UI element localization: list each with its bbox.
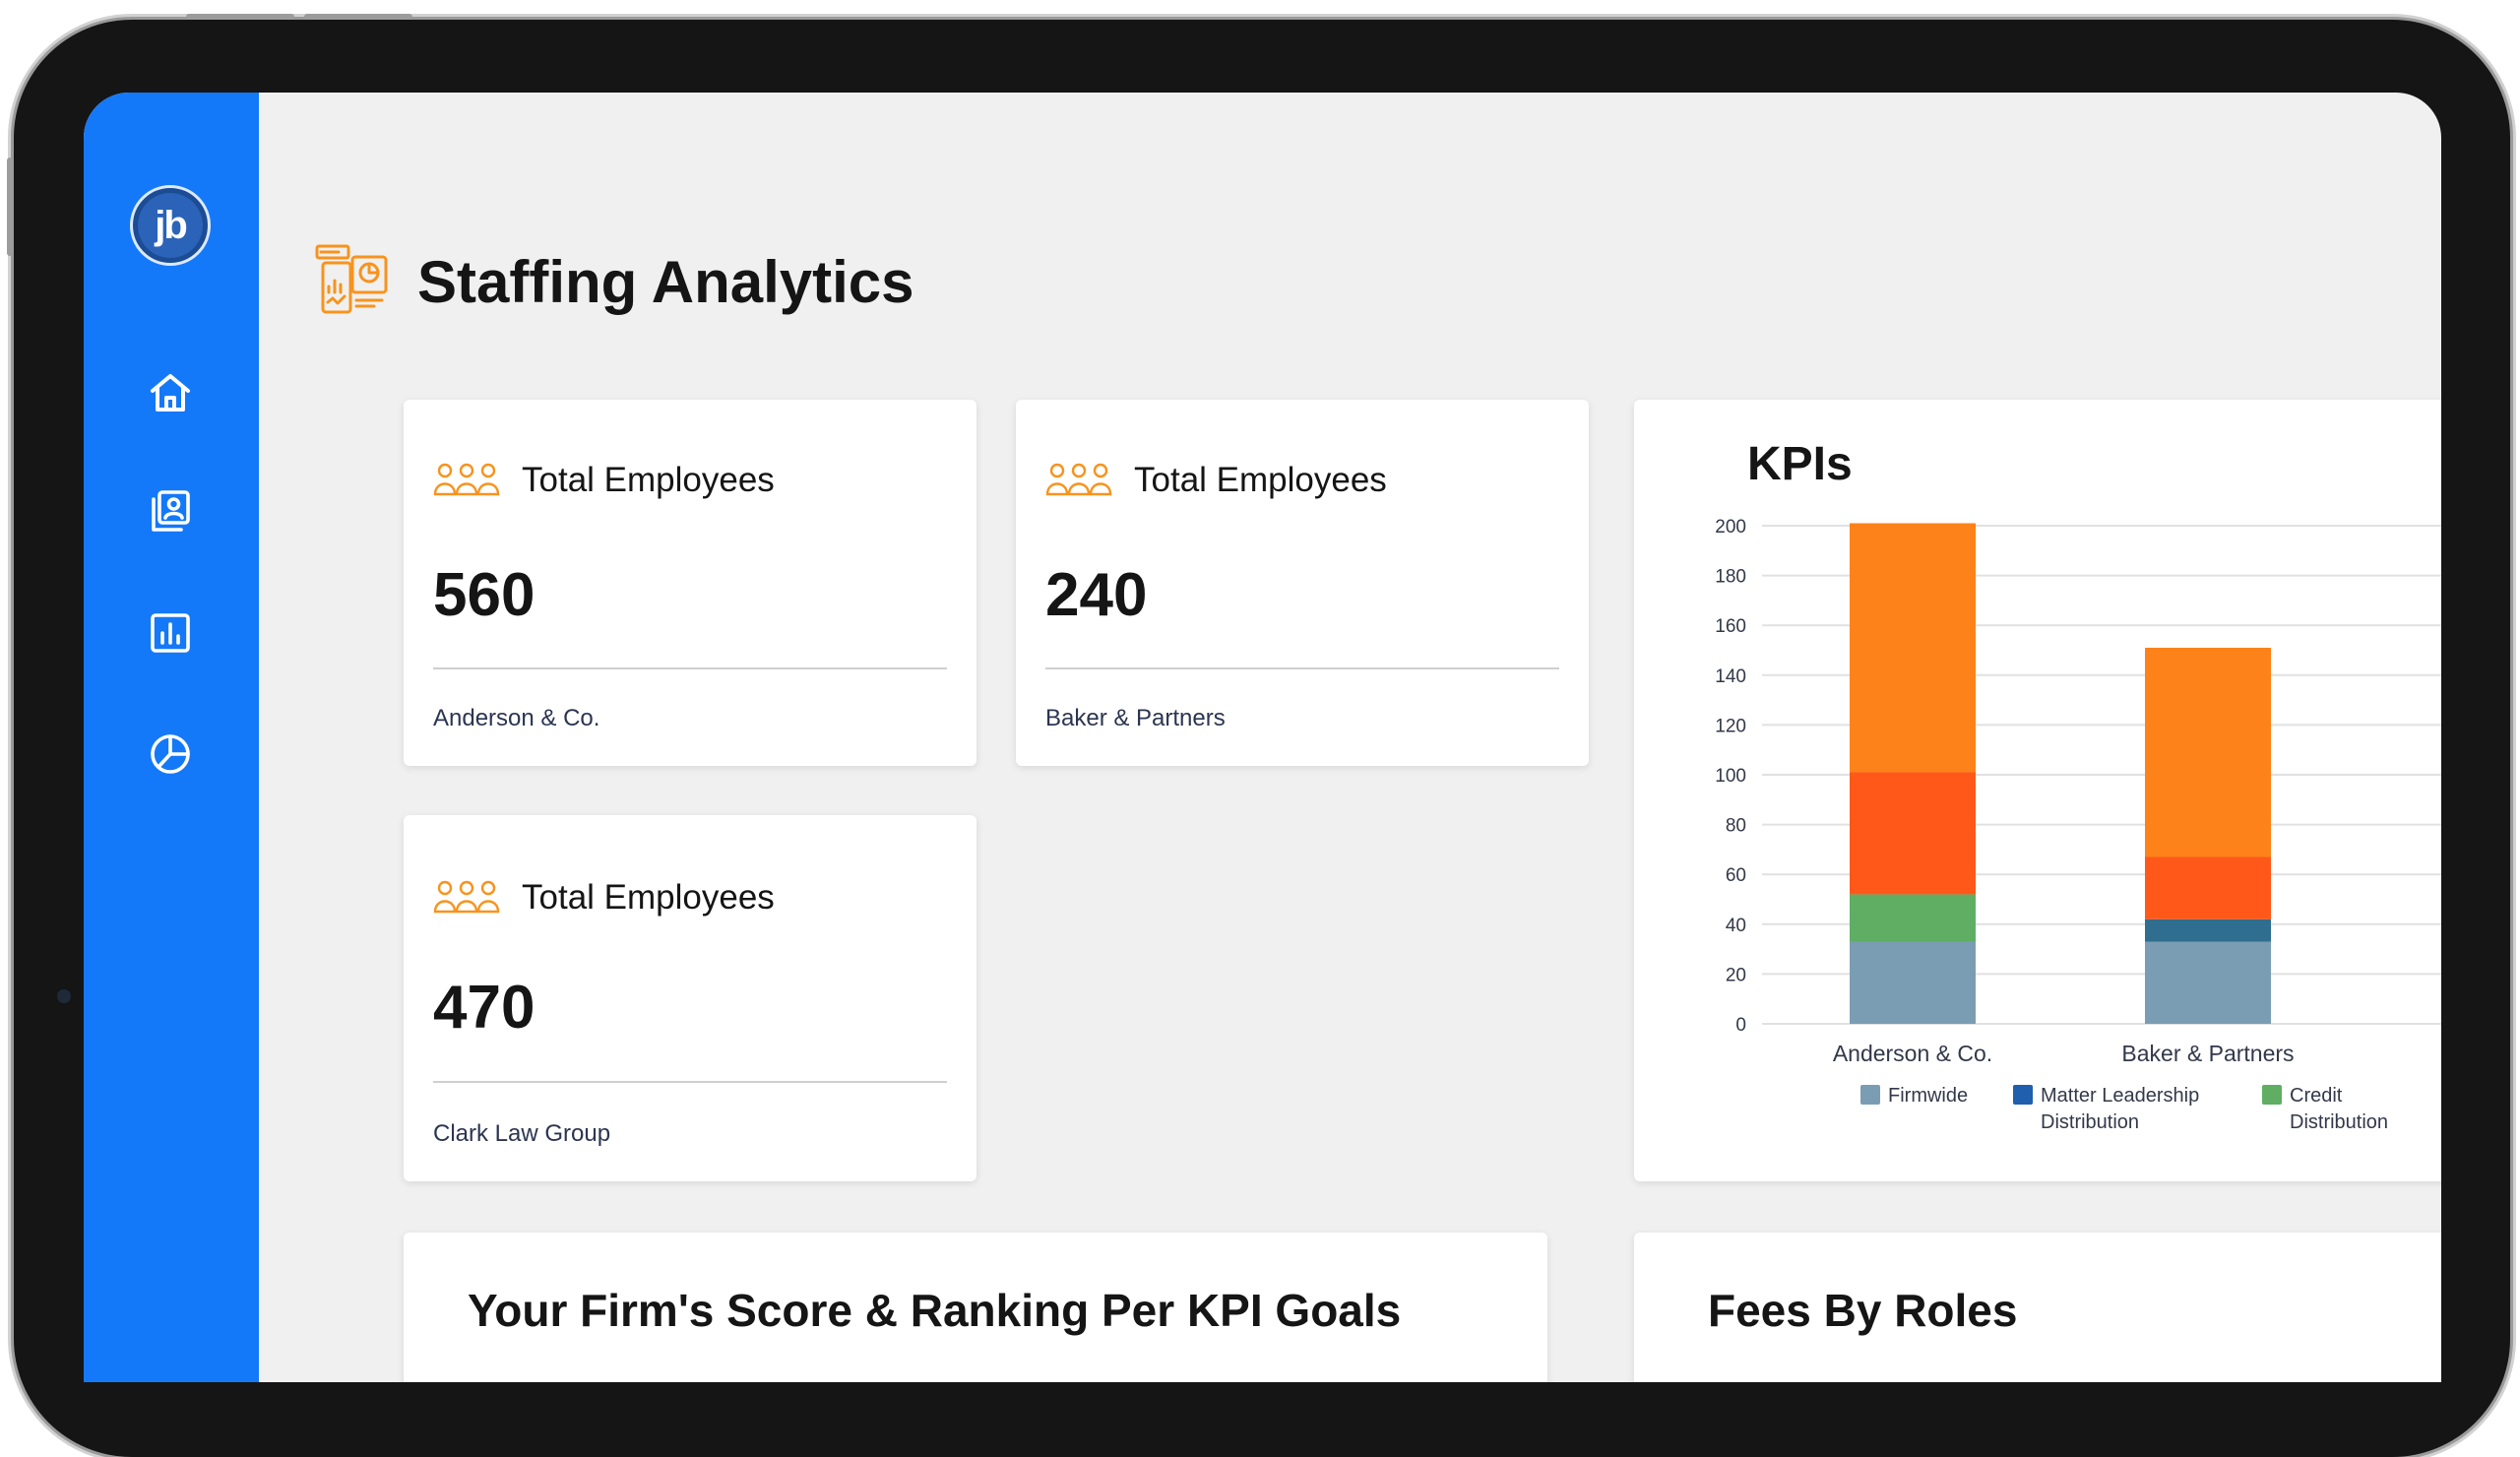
y-tick-label: 100 — [1715, 766, 1746, 787]
people-group-icon — [433, 463, 500, 496]
legend-swatch — [2013, 1085, 2033, 1105]
x-tick-label: Anderson & Co. — [1833, 1041, 1992, 1066]
y-tick-label: 20 — [1726, 965, 1746, 985]
legend-label: Credit — [2290, 1085, 2343, 1107]
fees-by-roles-card: Fees By Roles — [1634, 1233, 2441, 1382]
y-tick-label: 160 — [1715, 616, 1746, 637]
volume-button — [186, 14, 294, 20]
stat-value: 240 — [1045, 561, 1148, 629]
kpi-chart-card: KPIs 0 20 40 60 80 100 120 140 160 180 200 Anderson… — [1634, 400, 2441, 1181]
y-tick-label: 140 — [1715, 666, 1746, 687]
y-tick-label: 0 — [1735, 1015, 1746, 1036]
people-group-icon — [433, 880, 500, 914]
score-ranking-card: Your Firm's Score & Ranking Per KPI Goal… — [404, 1233, 1547, 1382]
stat-label: Total Employees — [522, 461, 775, 499]
stat-label: Total Employees — [1134, 461, 1387, 499]
bar-segment — [1850, 523, 1976, 773]
logo[interactable]: jb — [130, 185, 211, 266]
bar-segment — [2145, 919, 2271, 942]
bar-chart-icon — [151, 613, 190, 653]
stat-label: Total Employees — [522, 878, 775, 917]
sidebar-item-home[interactable] — [140, 362, 201, 423]
x-tick-label: Baker & Partners — [2121, 1041, 2294, 1066]
legend-label: Distribution — [2041, 1111, 2139, 1133]
y-tick-label: 60 — [1726, 865, 1746, 886]
camera-dot — [57, 989, 71, 1003]
bar-segment — [2145, 941, 2271, 1024]
legend-label: Distribution — [2290, 1111, 2388, 1133]
y-tick-label: 40 — [1726, 916, 1746, 936]
stat-value: 560 — [433, 561, 536, 629]
y-tick-label: 180 — [1715, 567, 1746, 588]
legend-swatch — [1860, 1085, 1880, 1105]
bar-segment — [2145, 856, 2271, 919]
logo-text: jb — [155, 203, 188, 247]
kpi-chart: 0 20 40 60 80 100 120 140 160 180 200 Anderson & Co… — [1715, 517, 2441, 1133]
divider — [433, 1081, 947, 1083]
section-title: Fees By Roles — [1708, 1285, 2018, 1336]
bar-segment — [1850, 894, 1976, 942]
bar-segment — [1850, 772, 1976, 895]
y-tick-label: 200 — [1715, 517, 1746, 538]
page-title: Staffing Analytics — [417, 248, 914, 315]
analytics-dashboard-icon — [315, 244, 388, 314]
divider — [433, 667, 947, 669]
chart-title: KPIs — [1747, 438, 1853, 490]
stat-firm-name: Clark Law Group — [433, 1120, 611, 1147]
legend-label: Matter Leadership — [2041, 1085, 2199, 1107]
volume-button — [304, 14, 412, 20]
y-tick-label: 80 — [1726, 816, 1746, 837]
legend-label: Firmwide — [1888, 1085, 1968, 1107]
sidebar-item-analytics[interactable] — [140, 724, 201, 785]
pie-chart-icon — [151, 734, 190, 774]
sidebar-item-reports[interactable] — [140, 602, 201, 664]
stat-value: 470 — [433, 974, 536, 1042]
home-icon — [151, 374, 190, 412]
people-group-icon — [1045, 463, 1112, 496]
legend-swatch — [2262, 1085, 2282, 1105]
contacts-icon — [152, 490, 190, 532]
y-tick-label: 120 — [1715, 716, 1746, 736]
stat-card-baker: Total Employees 240 Baker & Partners — [1016, 400, 1589, 766]
bar-segment — [2145, 647, 2271, 857]
stat-card-clark: Total Employees 470 Clark Law Group — [404, 815, 976, 1181]
section-title: Your Firm's Score & Ranking Per KPI Goal… — [468, 1285, 1402, 1336]
stat-firm-name: Baker & Partners — [1045, 705, 1226, 731]
sidebar: jb — [84, 93, 259, 1382]
page-header: Staffing Analytics — [313, 242, 914, 321]
app-screen: jb — [84, 93, 2441, 1382]
stat-card-anderson: Total Employees 560 Anderson & Co. — [404, 400, 976, 766]
power-button — [7, 158, 13, 256]
stat-firm-name: Anderson & Co. — [433, 705, 600, 731]
sidebar-item-directory[interactable] — [140, 480, 201, 541]
bar-segment — [1850, 941, 1976, 1024]
divider — [1045, 667, 1559, 669]
